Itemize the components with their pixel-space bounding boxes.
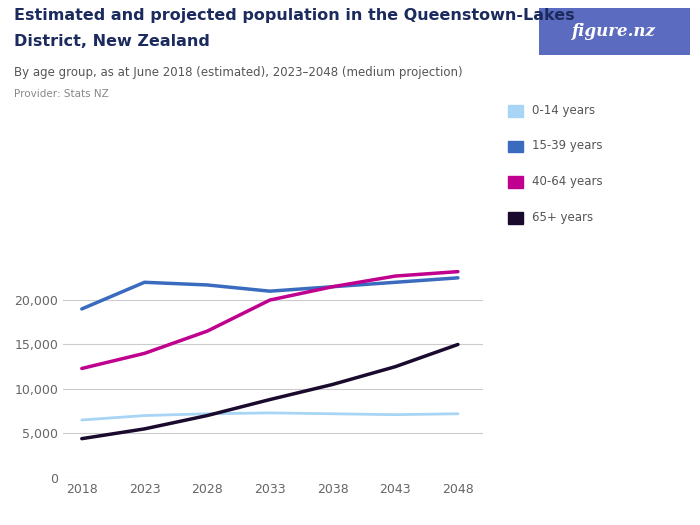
Text: 65+ years: 65+ years	[532, 211, 593, 224]
Text: Provider: Stats NZ: Provider: Stats NZ	[14, 89, 108, 99]
Text: Estimated and projected population in the Queenstown-Lakes: Estimated and projected population in th…	[14, 8, 575, 23]
Text: 40-64 years: 40-64 years	[532, 175, 603, 188]
Text: By age group, as at June 2018 (estimated), 2023–2048 (medium projection): By age group, as at June 2018 (estimated…	[14, 66, 463, 79]
Text: 0-14 years: 0-14 years	[532, 104, 595, 117]
Text: District, New Zealand: District, New Zealand	[14, 34, 210, 49]
Text: 15-39 years: 15-39 years	[532, 140, 603, 152]
Text: figure.nz: figure.nz	[573, 23, 657, 40]
